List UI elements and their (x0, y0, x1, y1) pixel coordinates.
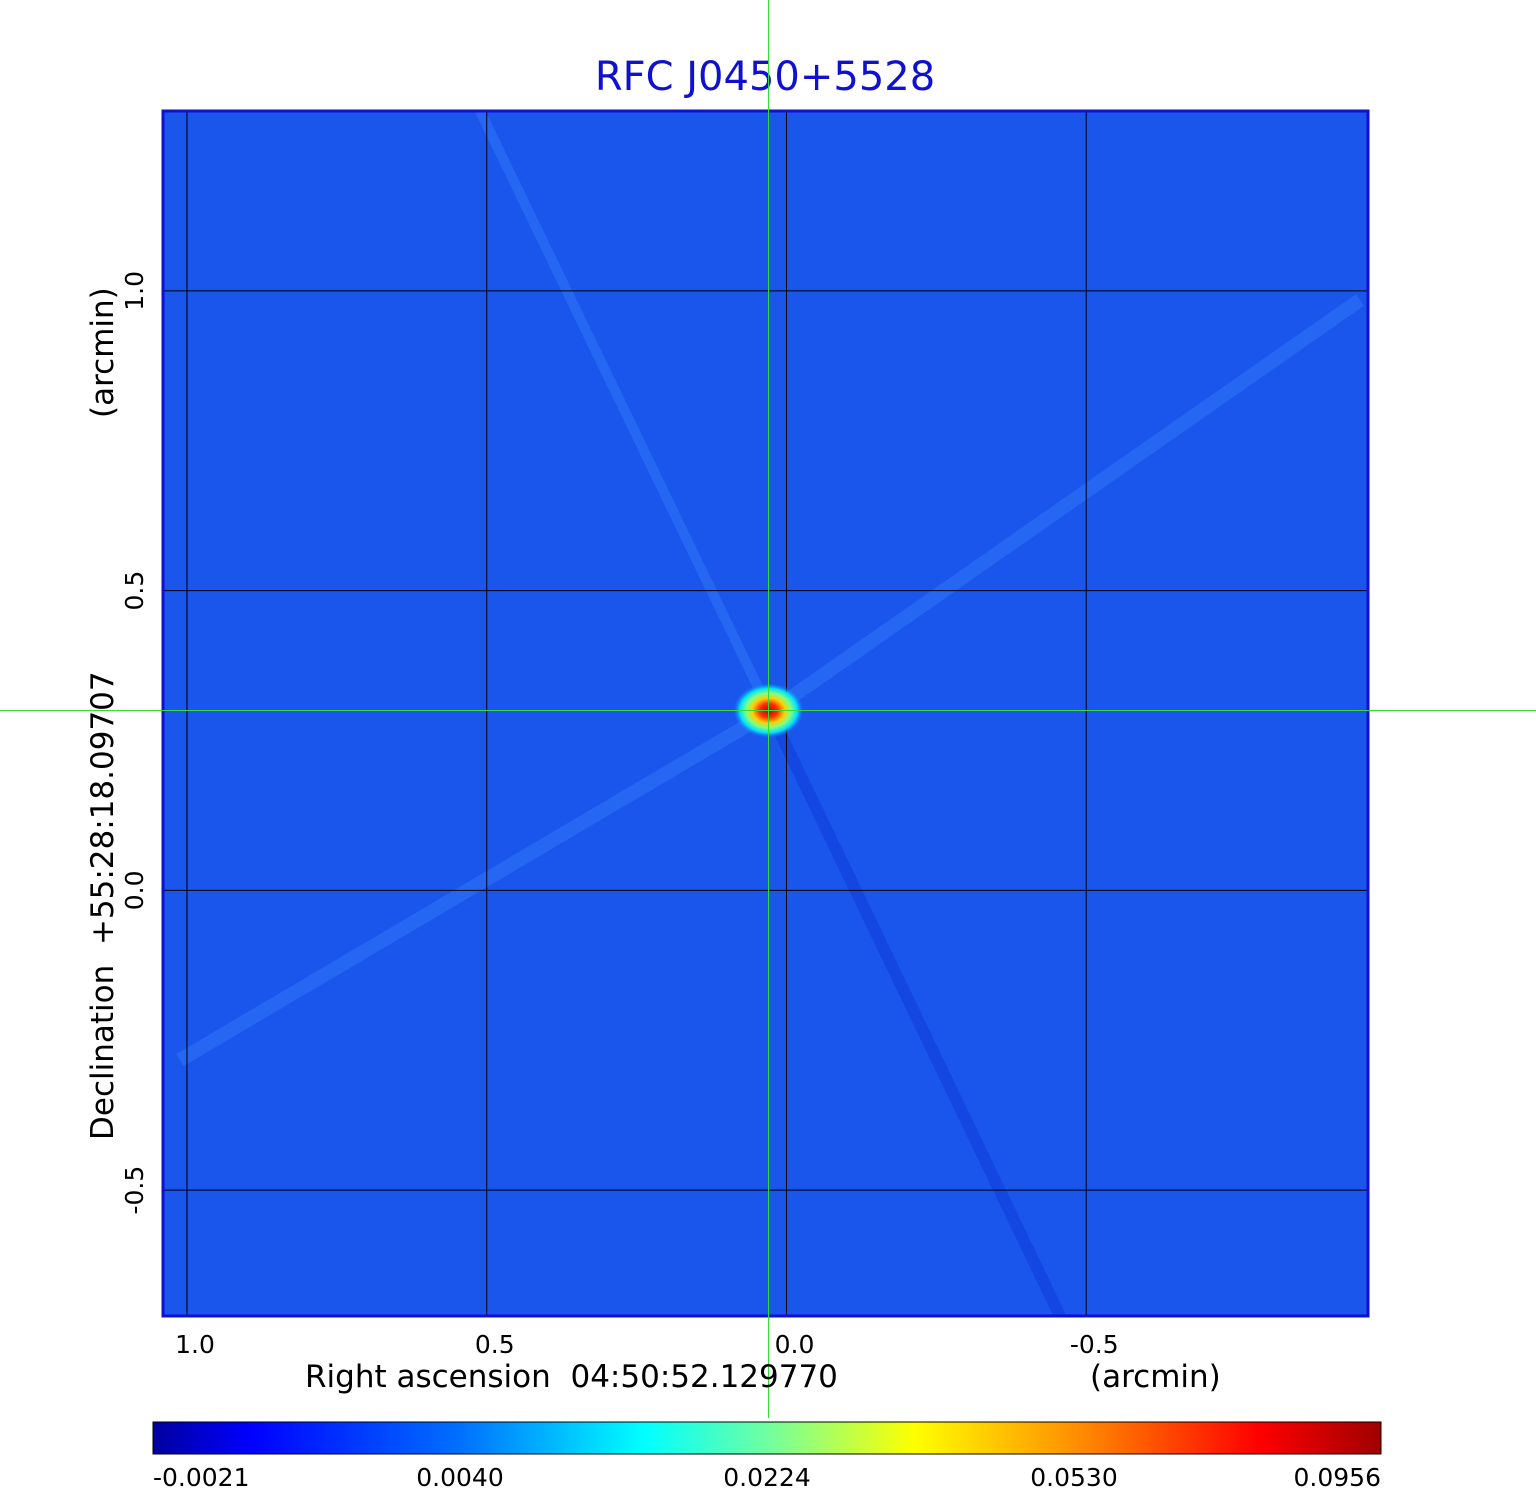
chart-title: RFC J0450+5528 (595, 54, 935, 100)
x-tick-label: 0.0 (775, 1330, 815, 1359)
y-tick-label: -0.5 (120, 1166, 149, 1215)
x-axis-unit: (arcmin) (1090, 1359, 1221, 1395)
x-tick-label: 0.5 (475, 1330, 515, 1359)
colorbar (152, 1421, 1382, 1455)
sidelobe-streaks (176, 111, 1365, 1316)
x-tick-labels: 1.0 0.5 0.0 -0.5 (175, 1330, 1119, 1359)
y-axis-unit: (arcmin) (85, 287, 121, 418)
y-tick-label: 1.0 (120, 271, 149, 311)
x-tick-label: 1.0 (175, 1330, 215, 1359)
x-tick-label: -0.5 (1070, 1330, 1119, 1359)
x-axis-label: Right ascension 04:50:52.129770 (305, 1359, 838, 1395)
y-tick-labels: 1.0 0.5 0.0 -0.5 (120, 271, 149, 1215)
y-tick-label: 0.5 (120, 571, 149, 611)
crosshair (0, 0, 1536, 1418)
y-axis-label: Declination +55:28:18.09707 (85, 671, 121, 1140)
y-tick-label: 0.0 (120, 870, 149, 910)
grid-lines (163, 111, 1368, 1316)
colorbar-tick-label: -0.0021 (153, 1463, 250, 1492)
colorbar-tick-label: 0.0956 (1294, 1463, 1381, 1492)
colorbar-tick-label: 0.0530 (1030, 1463, 1117, 1492)
plot-frame (161, 109, 1370, 1318)
plot-area (163, 111, 1368, 1316)
colorbar-tick-label: 0.0040 (416, 1463, 503, 1492)
colorbar-tick-labels: -0.0021 0.0040 0.0224 0.0530 0.0956 (153, 1463, 1381, 1492)
colorbar-tick-label: 0.0224 (723, 1463, 810, 1492)
